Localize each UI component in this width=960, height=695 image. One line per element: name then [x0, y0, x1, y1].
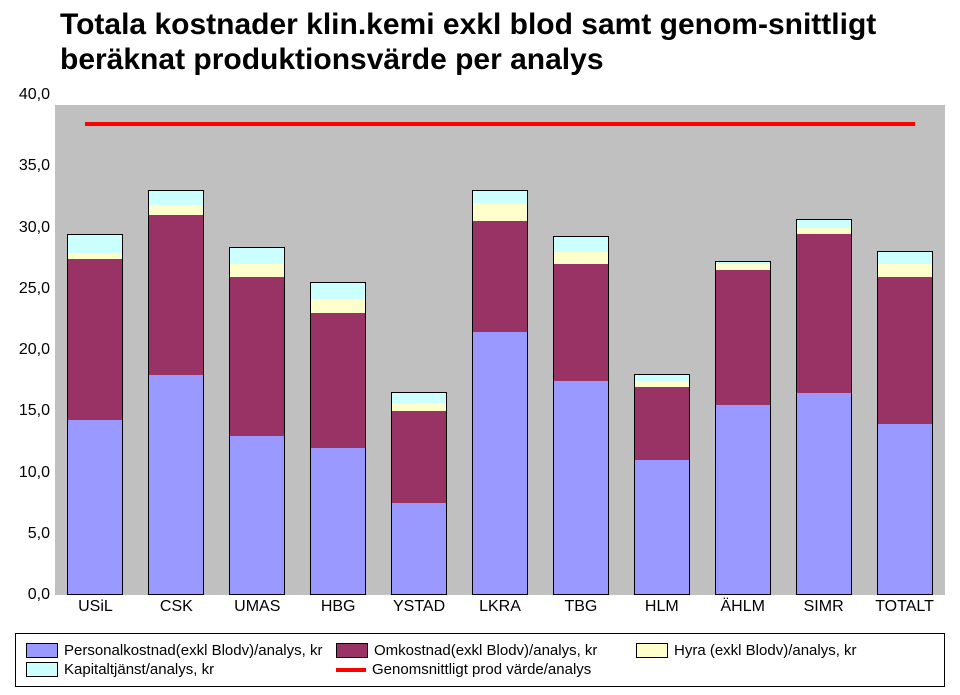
bar-segment	[148, 190, 204, 206]
x-label: SIMR	[783, 598, 864, 616]
x-label: UMAS	[217, 598, 298, 616]
x-label: TBG	[540, 598, 621, 616]
bar-segment	[67, 234, 123, 253]
bar-segment	[391, 410, 447, 503]
bar-segment	[877, 422, 933, 596]
bar-segment	[67, 258, 123, 419]
legend-label: Kapitaltjänst/analys, kr	[64, 661, 214, 678]
legend-line	[336, 668, 366, 672]
bar-segment	[715, 403, 771, 595]
legend-item: Kapitaltjänst/analys, kr	[26, 661, 336, 678]
x-label: YSTAD	[379, 598, 460, 616]
plot-area	[55, 105, 945, 595]
bar-segment	[634, 380, 690, 387]
legend-swatch	[26, 662, 58, 677]
avg-line	[85, 122, 915, 126]
bar-segment	[472, 220, 528, 331]
legend-row: Kapitaltjänst/analys, kr Genomsnittligt p…	[26, 661, 934, 678]
bar-segment	[553, 263, 609, 380]
bar-segment	[229, 276, 285, 436]
y-tick: 5,0	[0, 525, 50, 543]
x-label: TOTALT	[864, 598, 945, 616]
bar-segment	[634, 386, 690, 461]
legend-swatch	[26, 643, 58, 658]
chart-container: Totala kostnader klin.kemi exkl blod sam…	[0, 0, 960, 695]
bar-segment	[67, 252, 123, 259]
bar-segment	[553, 379, 609, 595]
bar-segment	[553, 236, 609, 252]
legend-swatch	[636, 643, 668, 658]
x-label: CSK	[136, 598, 217, 616]
legend: Personalkostnad(exkl Blodv)/analys, kr Om…	[15, 633, 945, 687]
legend-item: Omkostnad(exkl Blodv)/analys, kr	[336, 642, 636, 659]
y-tick: 15,0	[0, 402, 50, 420]
bar-segment	[391, 392, 447, 403]
bar-segment	[553, 251, 609, 264]
legend-row: Personalkostnad(exkl Blodv)/analys, kr Om…	[26, 642, 934, 659]
bar-segment	[877, 263, 933, 276]
legend-label: Genomsnittligt prod värde/analys	[372, 661, 591, 678]
bar-segment	[148, 373, 204, 596]
bar-segment	[634, 374, 690, 381]
x-label: LKRA	[460, 598, 541, 616]
bar-segment	[229, 434, 285, 595]
legend-swatch	[336, 643, 368, 658]
bar-segment	[877, 251, 933, 264]
bar-segment	[148, 204, 204, 215]
bar-segment	[796, 219, 852, 227]
legend-item: Hyra (exkl Blodv)/analys, kr	[636, 642, 896, 659]
legend-label: Omkostnad(exkl Blodv)/analys, kr	[374, 642, 597, 659]
bar-segment	[472, 202, 528, 221]
bar-segment	[796, 227, 852, 234]
bar-segment	[472, 190, 528, 203]
y-tick: 30,0	[0, 219, 50, 237]
x-label: HBG	[298, 598, 379, 616]
bar-segment	[310, 446, 366, 595]
bar-segment	[391, 402, 447, 412]
bar-segment	[310, 298, 366, 314]
bar-segment	[634, 458, 690, 595]
bar-segment	[148, 214, 204, 374]
legend-item: Genomsnittligt prod värde/analys	[336, 661, 636, 678]
y-tick: 25,0	[0, 280, 50, 298]
y-annot-40: 40,0	[10, 86, 50, 104]
y-tick: 20,0	[0, 341, 50, 359]
bar-segment	[796, 233, 852, 393]
bar-segment	[715, 261, 771, 264]
bar-segment	[229, 247, 285, 264]
legend-label: Hyra (exkl Blodv)/analys, kr	[674, 642, 857, 659]
x-label: HLM	[621, 598, 702, 616]
y-tick: 0,0	[0, 586, 50, 604]
chart-title: Totala kostnader klin.kemi exkl blod sam…	[60, 8, 940, 77]
x-label: ÄHLM	[702, 598, 783, 616]
bar-segment	[310, 282, 366, 299]
bar-segment	[67, 418, 123, 595]
bar-segment	[391, 501, 447, 595]
legend-item: Personalkostnad(exkl Blodv)/analys, kr	[26, 642, 336, 659]
bar-segment	[715, 269, 771, 405]
x-label: USiL	[55, 598, 136, 616]
bar-segment	[796, 391, 852, 595]
legend-label: Personalkostnad(exkl Blodv)/analys, kr	[64, 642, 322, 659]
bar-segment	[229, 263, 285, 276]
bar-segment	[472, 330, 528, 595]
y-tick: 10,0	[0, 464, 50, 482]
bar-segment	[715, 263, 771, 270]
y-tick: 35,0	[0, 157, 50, 175]
bar-segment	[310, 312, 366, 448]
bar-segment	[877, 276, 933, 424]
